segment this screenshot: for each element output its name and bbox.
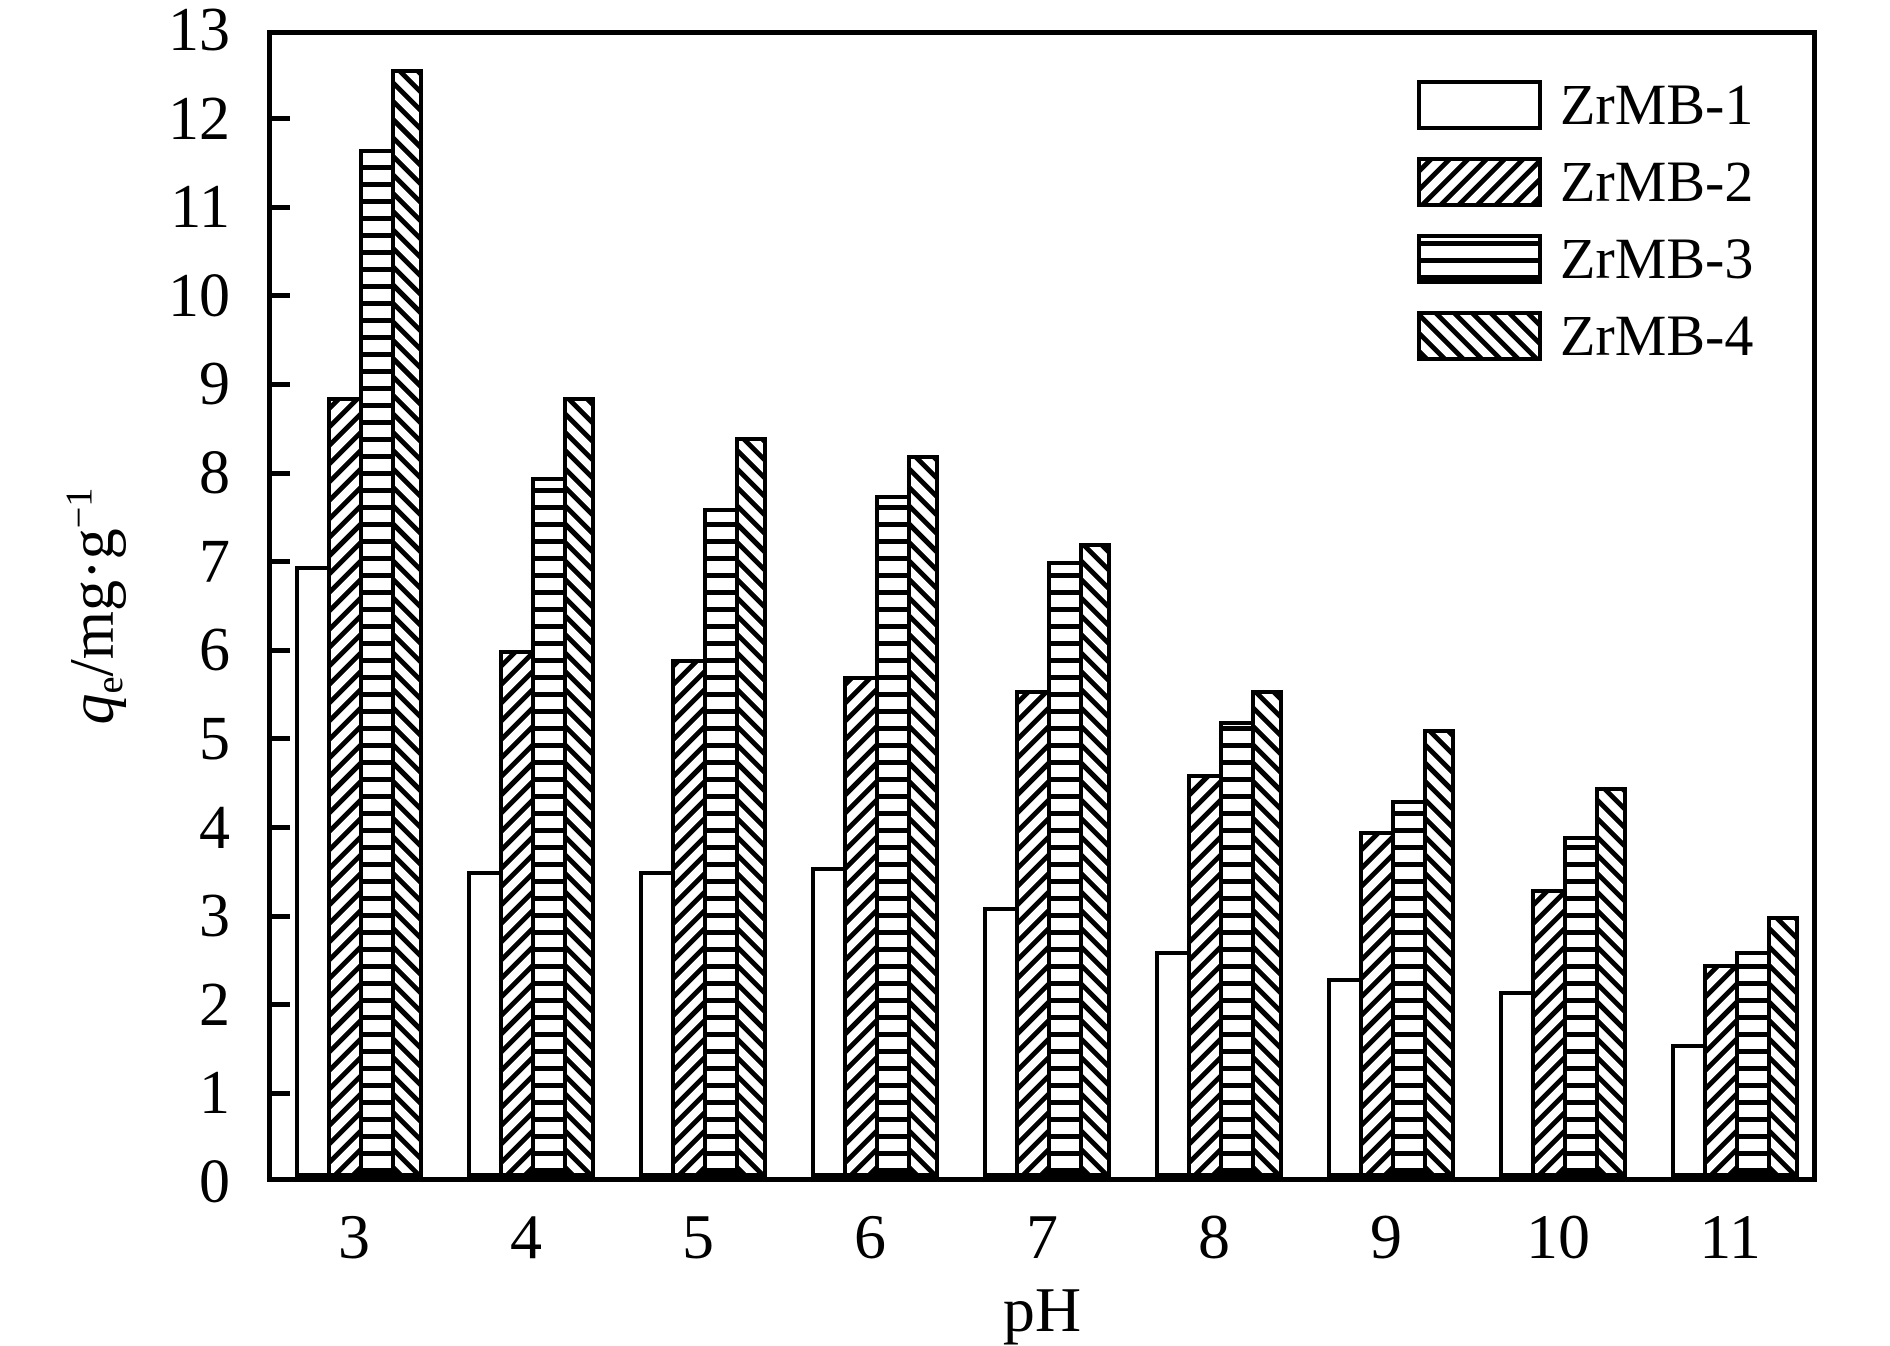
x-tick-label-8: 8	[1198, 1201, 1230, 1272]
y-tick-label-10: 10	[168, 262, 230, 330]
bar-ZrMB-1-pH10	[1499, 991, 1535, 1177]
bar-ZrMB-2-pH7	[1015, 690, 1051, 1177]
bar-ZrMB-1-pH7	[983, 907, 1019, 1177]
bar-ZrMB-1-pH8	[1155, 951, 1191, 1177]
x-tick-label-5: 5	[682, 1201, 714, 1272]
y-tick-4	[272, 825, 290, 830]
bar-ZrMB-2-pH11	[1703, 964, 1739, 1177]
x-axis-title: pH	[1002, 1274, 1082, 1345]
y-tick-label-3: 3	[199, 882, 230, 950]
plot-area: ZrMB-1 ZrMB-2 ZrMB-3 ZrMB-4	[267, 30, 1817, 1182]
y-tick-7	[272, 559, 290, 564]
x-tick-label-9: 9	[1370, 1201, 1402, 1272]
y-tick-11	[272, 205, 290, 210]
y-tick-8	[272, 471, 290, 476]
y-tick-label-7: 7	[199, 528, 230, 596]
y-tick-2	[272, 1002, 290, 1007]
x-tick-label-10: 10	[1526, 1201, 1590, 1272]
y-tick-label-6: 6	[199, 616, 230, 684]
bar-ZrMB-1-pH3	[295, 566, 331, 1177]
bar-ZrMB-2-pH9	[1359, 831, 1395, 1177]
bar-ZrMB-1-pH9	[1327, 978, 1363, 1177]
y-tick-label-8: 8	[199, 439, 230, 507]
y-tick-label-12: 12	[168, 85, 230, 153]
legend-swatch-ZrMB-2	[1417, 157, 1542, 207]
bar-ZrMB-2-pH4	[499, 650, 535, 1177]
bar-ZrMB-1-pH11	[1671, 1044, 1707, 1177]
y-tick-3	[272, 914, 290, 919]
bar-ZrMB-3-pH4	[531, 477, 567, 1177]
x-tick-label-3: 3	[338, 1201, 370, 1272]
legend-label: ZrMB-3	[1560, 226, 1754, 291]
y-axis-title: qe/mg·g−1	[58, 487, 132, 725]
bar-ZrMB-1-pH4	[467, 871, 503, 1177]
y-tick-label-13: 13	[168, 0, 230, 64]
y-tick-12	[272, 116, 290, 121]
y-tick-label-1: 1	[199, 1059, 230, 1127]
bar-ZrMB-4-pH9	[1423, 729, 1455, 1177]
y-tick-label-5: 5	[199, 705, 230, 773]
legend-label: ZrMB-2	[1560, 149, 1754, 214]
bar-ZrMB-3-pH5	[703, 508, 739, 1177]
bar-ZrMB-2-pH8	[1187, 774, 1223, 1177]
legend-swatch-ZrMB-4	[1417, 311, 1542, 361]
y-tick-5	[272, 736, 290, 741]
bar-ZrMB-3-pH6	[875, 495, 911, 1177]
y-tick-6	[272, 648, 290, 653]
y-tick-label-2: 2	[199, 971, 230, 1039]
y-tick-10	[272, 293, 290, 298]
legend-label: ZrMB-1	[1560, 72, 1754, 137]
bar-ZrMB-4-pH10	[1595, 787, 1627, 1177]
y-tick-label-4: 4	[199, 794, 230, 862]
bar-ZrMB-4-pH7	[1079, 543, 1111, 1177]
bar-ZrMB-3-pH3	[359, 149, 395, 1177]
y-tick-label-0: 0	[199, 1148, 230, 1216]
x-tick-label-11: 11	[1699, 1201, 1761, 1272]
legend-swatch-ZrMB-3	[1417, 234, 1542, 284]
y-tick-label-11: 11	[170, 173, 230, 241]
x-tick-label-4: 4	[510, 1201, 542, 1272]
legend-entry-ZrMB-1: ZrMB-1	[1417, 76, 1753, 134]
legend-entry-ZrMB-3: ZrMB-3	[1417, 230, 1753, 288]
bar-ZrMB-4-pH5	[735, 437, 767, 1177]
x-tick-label-7: 7	[1026, 1201, 1058, 1272]
bar-ZrMB-2-pH6	[843, 676, 879, 1177]
x-tick-label-6: 6	[854, 1201, 886, 1272]
y-axis-title-subscript: e	[89, 676, 132, 694]
bar-ZrMB-3-pH10	[1563, 836, 1599, 1177]
y-axis-title-unit: /mg·g	[58, 528, 127, 677]
y-axis-title-superscript: −1	[58, 487, 101, 529]
bar-ZrMB-4-pH4	[563, 397, 595, 1177]
legend: ZrMB-1 ZrMB-2 ZrMB-3 ZrMB-4	[1417, 76, 1753, 388]
legend-swatch-ZrMB-1	[1417, 80, 1542, 130]
legend-entry-ZrMB-4: ZrMB-4	[1417, 307, 1753, 365]
legend-label: ZrMB-4	[1560, 303, 1754, 368]
bar-ZrMB-3-pH8	[1219, 721, 1255, 1177]
bar-ZrMB-3-pH9	[1391, 800, 1427, 1177]
legend-entry-ZrMB-2: ZrMB-2	[1417, 153, 1753, 211]
bar-ZrMB-4-pH11	[1767, 916, 1799, 1177]
bar-ZrMB-2-pH3	[327, 397, 363, 1177]
bar-ZrMB-4-pH3	[391, 69, 423, 1177]
bar-ZrMB-3-pH11	[1735, 951, 1771, 1177]
bar-ZrMB-3-pH7	[1047, 561, 1083, 1177]
y-tick-9	[272, 382, 290, 387]
bar-ZrMB-1-pH5	[639, 871, 675, 1177]
bar-ZrMB-2-pH10	[1531, 889, 1567, 1177]
y-tick-label-9: 9	[199, 350, 230, 418]
bar-ZrMB-2-pH5	[671, 659, 707, 1177]
y-tick-1	[272, 1091, 290, 1096]
bar-ZrMB-1-pH6	[811, 867, 847, 1177]
bar-ZrMB-4-pH8	[1251, 690, 1283, 1177]
bar-ZrMB-4-pH6	[907, 455, 939, 1177]
y-axis-title-q: q	[58, 693, 127, 725]
